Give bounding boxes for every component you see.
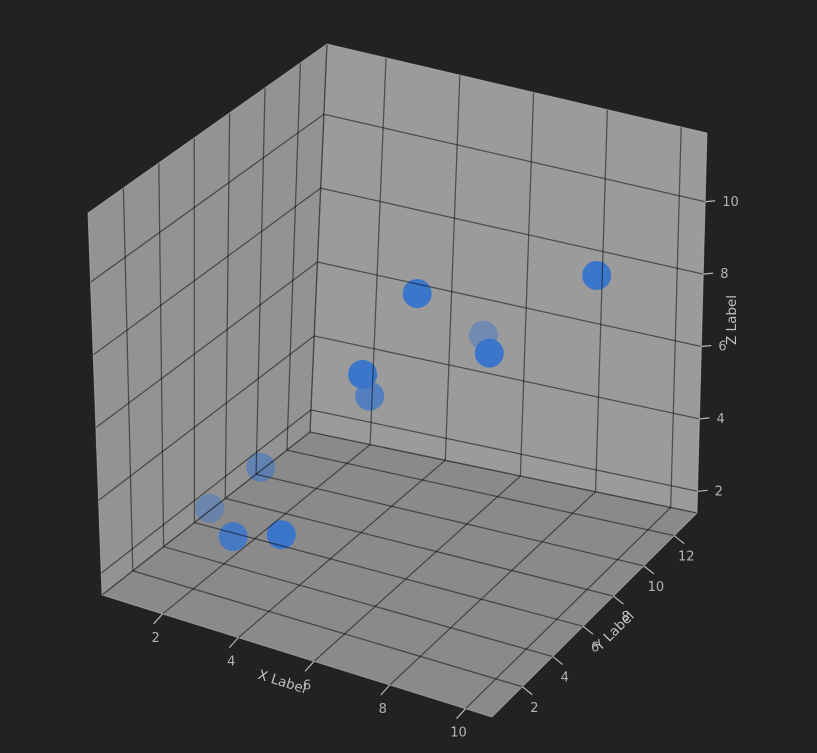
box-edge-outer (491, 512, 698, 718)
y-tick-mark (643, 565, 655, 575)
y-grid-line-wall (224, 112, 231, 499)
z-tick-label: 2 (715, 484, 723, 499)
box-edge-inner (309, 431, 698, 514)
z-tick-mark (699, 417, 710, 420)
y-tick-mark (521, 686, 533, 696)
z-tick-mark (697, 489, 708, 492)
x-grid-line-floor (237, 459, 446, 639)
z-tick-label: 8 (720, 267, 728, 282)
z-axis-label: Z Label (724, 295, 740, 345)
box-edge-outer (87, 43, 328, 214)
z-grid-line-right-wall (314, 335, 700, 420)
z-grid-line-right-wall (317, 261, 702, 348)
z-grid-line-left-wall (95, 261, 318, 429)
z-grid-line-right-wall (310, 409, 698, 492)
x-grid-line-wall (519, 92, 535, 477)
x-grid-line-floor (162, 444, 371, 615)
right-pane (310, 44, 707, 513)
box-edge-outer (101, 594, 493, 718)
z-tick-label: 4 (716, 412, 724, 427)
x-tick-mark (304, 660, 315, 672)
x-grid-line-floor (313, 475, 521, 662)
y-grid-line-floor (194, 521, 584, 627)
box-edge-outer (326, 43, 708, 134)
box-edge-inner (309, 43, 328, 433)
box-edge-outer (87, 212, 103, 596)
x-tick-mark (153, 613, 164, 625)
y-tick-label: 12 (678, 550, 695, 565)
y-tick-label: 4 (561, 671, 569, 686)
y-grid-line-wall (122, 187, 134, 571)
z-grid-line-left-wall (100, 409, 312, 574)
y-tick-mark (613, 595, 624, 605)
z-tick-mark (705, 200, 716, 203)
y-tick-label: 10 (648, 580, 665, 595)
x-tick-label: 2 (151, 631, 159, 646)
x-grid-line-wall (369, 57, 387, 445)
x-grid-line-wall (444, 75, 461, 461)
z-tick-mark (701, 344, 712, 348)
z-grid-line-right-wall (323, 113, 706, 203)
x-tick-label: 6 (303, 678, 311, 693)
x-grid-line-floor (465, 507, 672, 710)
x-grid-line-wall (670, 126, 682, 508)
x-tick-mark (228, 637, 239, 649)
y-grid-line-wall (158, 162, 165, 547)
y-grid-line-floor (286, 449, 675, 537)
y-grid-line-floor (132, 570, 523, 688)
y-tick-label: 8 (621, 610, 629, 625)
scatter-point (402, 279, 432, 309)
x-tick-label: 4 (227, 655, 235, 670)
box-edge-inner (101, 431, 311, 596)
x-tick-mark (456, 708, 466, 720)
z-grid-line-left-wall (90, 113, 325, 283)
floor-pane (102, 432, 697, 717)
y-tick-label: 2 (530, 701, 538, 716)
x-grid-line-wall (594, 109, 609, 492)
x-tick-mark (380, 684, 391, 696)
y-tick-mark (552, 656, 564, 666)
z-tick-label: 10 (722, 195, 739, 210)
scatter-point (474, 338, 504, 368)
z-tick-mark (703, 272, 714, 275)
scatter-point (246, 452, 276, 482)
y-grid-line-wall (255, 87, 266, 475)
x-grid-line-floor (389, 491, 596, 686)
y-grid-line-wall (286, 62, 302, 451)
x-tick-label: 8 (379, 702, 387, 717)
y-grid-line-floor (255, 473, 644, 567)
z-tick-label: 6 (718, 340, 726, 355)
y-tick-label: 6 (591, 640, 599, 655)
x-tick-label: 10 (450, 726, 467, 741)
z-grid-line-left-wall (92, 187, 322, 356)
scatter-point (582, 260, 612, 290)
box-edge-outer (696, 132, 708, 514)
scatter-point (348, 359, 378, 389)
y-grid-line-floor (225, 497, 614, 597)
y-tick-mark (673, 535, 685, 545)
z-grid-line-left-wall (98, 335, 315, 501)
scatter-point (218, 522, 248, 552)
scatter-point (266, 520, 296, 550)
y-tick-mark (582, 625, 594, 635)
y-grid-line-floor (163, 546, 553, 658)
z-grid-line-right-wall (320, 187, 704, 275)
